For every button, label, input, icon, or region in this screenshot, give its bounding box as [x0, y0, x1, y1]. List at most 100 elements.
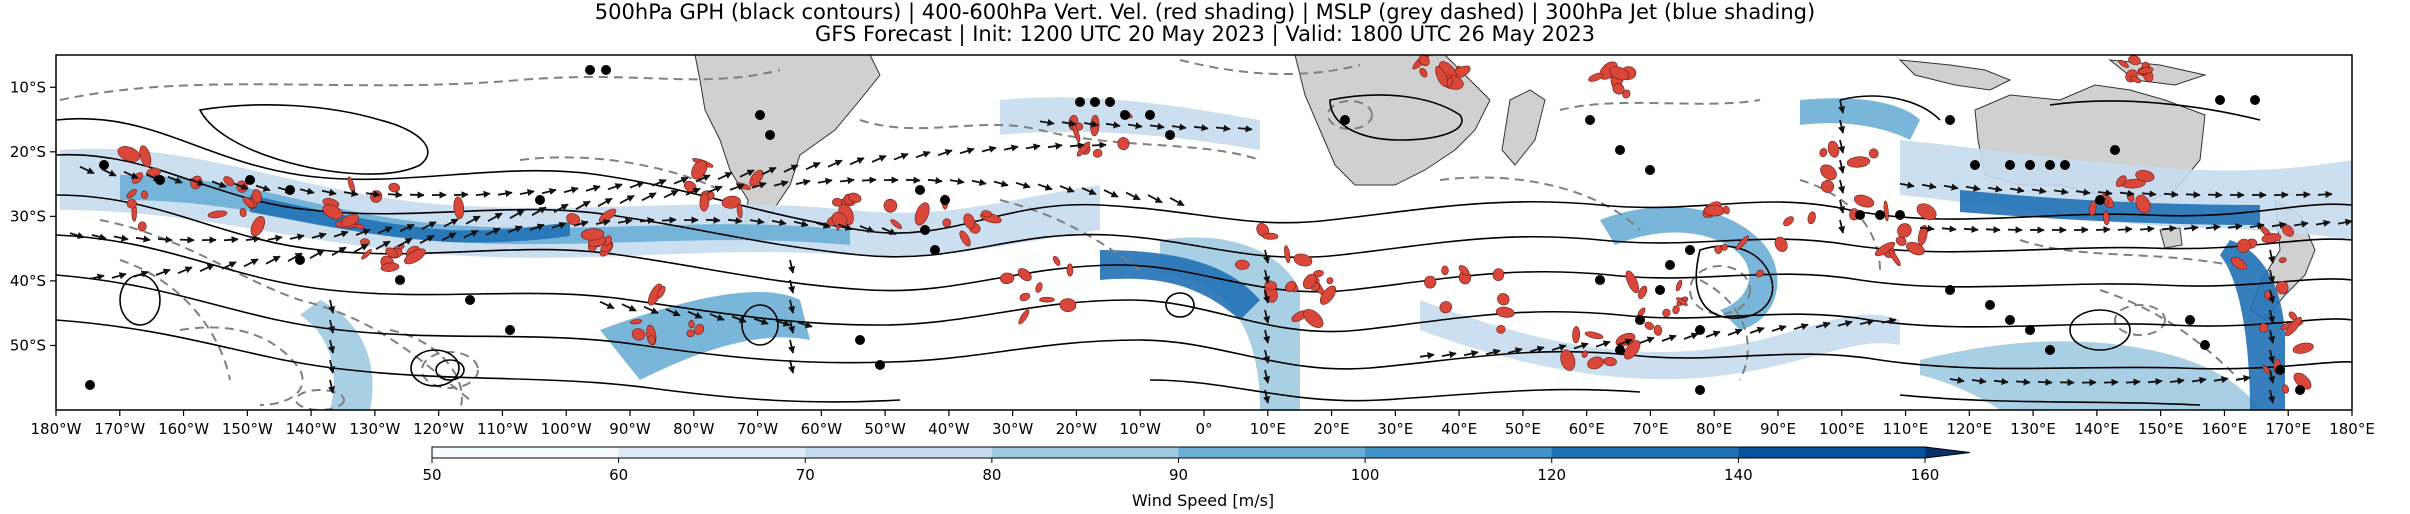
station-dot	[2295, 385, 2305, 395]
vertical-velocity-patch	[963, 213, 976, 229]
wind-vector-arrow	[783, 164, 799, 173]
mslp-contour-line	[1559, 99, 1761, 111]
wind-vector-arrow	[1263, 269, 1271, 284]
vertical-velocity-patch	[1723, 205, 1730, 215]
wind-vector-arrow	[639, 217, 655, 225]
wind-vector-arrow	[1941, 225, 1957, 233]
station-dot	[1105, 97, 1115, 107]
wind-vector-arrow	[2207, 191, 2223, 199]
wind-vector-arrow	[705, 216, 721, 224]
vertical-velocity-patch	[832, 197, 843, 207]
wind-vector-arrow	[123, 170, 139, 180]
wind-vector-arrow	[788, 359, 796, 374]
wind-vector-arrow	[155, 268, 171, 276]
colorbar-tick-label: 120	[1537, 466, 1566, 484]
wind-vector-arrow	[1193, 124, 1209, 132]
vertical-velocity-patch	[453, 196, 465, 219]
wind-vector-arrow	[1263, 309, 1271, 324]
wind-vector-arrow	[788, 299, 796, 314]
wind-vector-arrow	[377, 226, 393, 235]
wind-vector-arrow	[585, 184, 601, 192]
wind-vector-arrow	[641, 192, 657, 202]
wind-vector-arrow	[1263, 369, 1271, 384]
vertical-velocity-patch	[1018, 309, 1030, 325]
lon-tick-label: 150°W	[222, 420, 273, 438]
wind-vector-arrow	[2125, 378, 2141, 386]
station-dot	[2185, 315, 2195, 325]
wind-vector-arrow	[1551, 344, 1567, 351]
wind-vector-arrow	[2271, 221, 2287, 229]
wind-vector-arrow	[893, 153, 909, 161]
vertical-velocity-patch	[1496, 325, 1506, 334]
jet-shading-band	[1100, 250, 1260, 320]
vertical-velocity-patch	[1441, 265, 1449, 276]
station-dot	[245, 175, 255, 185]
mslp-contour-line	[1179, 59, 1361, 76]
vertical-velocity-patch	[1653, 324, 1663, 336]
wind-vector-arrow	[788, 279, 796, 294]
vertical-velocity-patch	[1424, 275, 1437, 289]
jet-shading-band	[1420, 300, 1900, 380]
wind-vector-arrow	[289, 233, 305, 241]
wind-vector-arrow	[1573, 342, 1589, 350]
vertical-velocity-patch	[914, 202, 930, 226]
wind-vector-arrow	[531, 206, 547, 216]
wind-vector-arrow	[599, 300, 615, 310]
lon-tick-label: 100°E	[1819, 420, 1865, 438]
vertical-velocity-patch	[1916, 203, 1937, 221]
mslp-contour-line	[519, 156, 721, 191]
vertical-velocity-patch	[1092, 148, 1103, 158]
colorbar-tick-label: 70	[796, 466, 815, 484]
gph-contour-closed	[410, 349, 460, 387]
vertical-velocity-patch	[1303, 309, 1324, 328]
wind-vector-arrow	[243, 258, 259, 268]
lon-tick-label: 90°E	[1760, 420, 1796, 438]
wind-vector-arrow	[2268, 289, 2276, 304]
wind-vector-arrow	[1037, 183, 1053, 191]
station-dot	[585, 65, 595, 75]
vertical-velocity-patch	[1285, 281, 1297, 292]
vertical-velocity-patch	[1874, 241, 1896, 257]
vertical-velocity-patch	[1846, 156, 1871, 168]
wind-vector-arrow	[949, 177, 965, 185]
wind-vector-arrow	[179, 236, 195, 244]
wind-vector-arrow	[687, 310, 703, 319]
wind-vector-arrow	[485, 227, 501, 236]
station-dot	[765, 130, 775, 140]
station-dot	[85, 380, 95, 390]
wind-vector-arrow	[2268, 389, 2276, 404]
lon-tick-label: 170°E	[2265, 420, 2311, 438]
wind-vector-arrow	[575, 200, 591, 210]
gph-contour-line	[56, 274, 2352, 370]
vertical-velocity-patch	[1625, 270, 1639, 294]
wind-vector-arrow	[1838, 179, 1846, 194]
station-dots	[85, 65, 2305, 395]
vertical-velocity-patch	[959, 230, 971, 247]
jet-shading-band	[250, 195, 570, 243]
vertical-velocity-patch	[380, 262, 400, 272]
wind-vector-arrow	[788, 339, 796, 354]
gph-contour-closed	[741, 304, 779, 346]
vertical-velocity-patch	[2137, 67, 2154, 75]
wind-vector-arrow	[111, 272, 127, 280]
wind-vector-arrow	[1263, 349, 1271, 364]
lon-tick-label: 40°E	[1441, 420, 1477, 438]
station-dot	[1585, 115, 1595, 125]
station-dot	[1645, 165, 1655, 175]
wind-vector-arrow	[1971, 377, 1987, 385]
wind-vector-arrow	[1921, 182, 1937, 190]
vertical-velocity-patch	[1419, 67, 1428, 78]
wind-vector-arrow	[2268, 249, 2276, 264]
wind-vector-arrow	[1749, 326, 1765, 334]
gph-contour-closed	[2069, 309, 2131, 351]
wind-vector-arrow	[2007, 226, 2023, 234]
wind-vector-arrow	[1963, 225, 1979, 233]
wind-vector-arrow	[1263, 389, 1271, 404]
wind-vector-arrow	[2268, 329, 2276, 344]
station-dot	[940, 195, 950, 205]
vertical-velocity-patch	[686, 329, 695, 338]
lon-tick-label: 180°W	[31, 420, 82, 438]
station-dot	[465, 295, 475, 305]
wind-vector-arrow	[1899, 181, 1915, 189]
chart-subtitle: GFS Forecast | Init: 1200 UTC 20 May 202…	[814, 22, 1596, 46]
